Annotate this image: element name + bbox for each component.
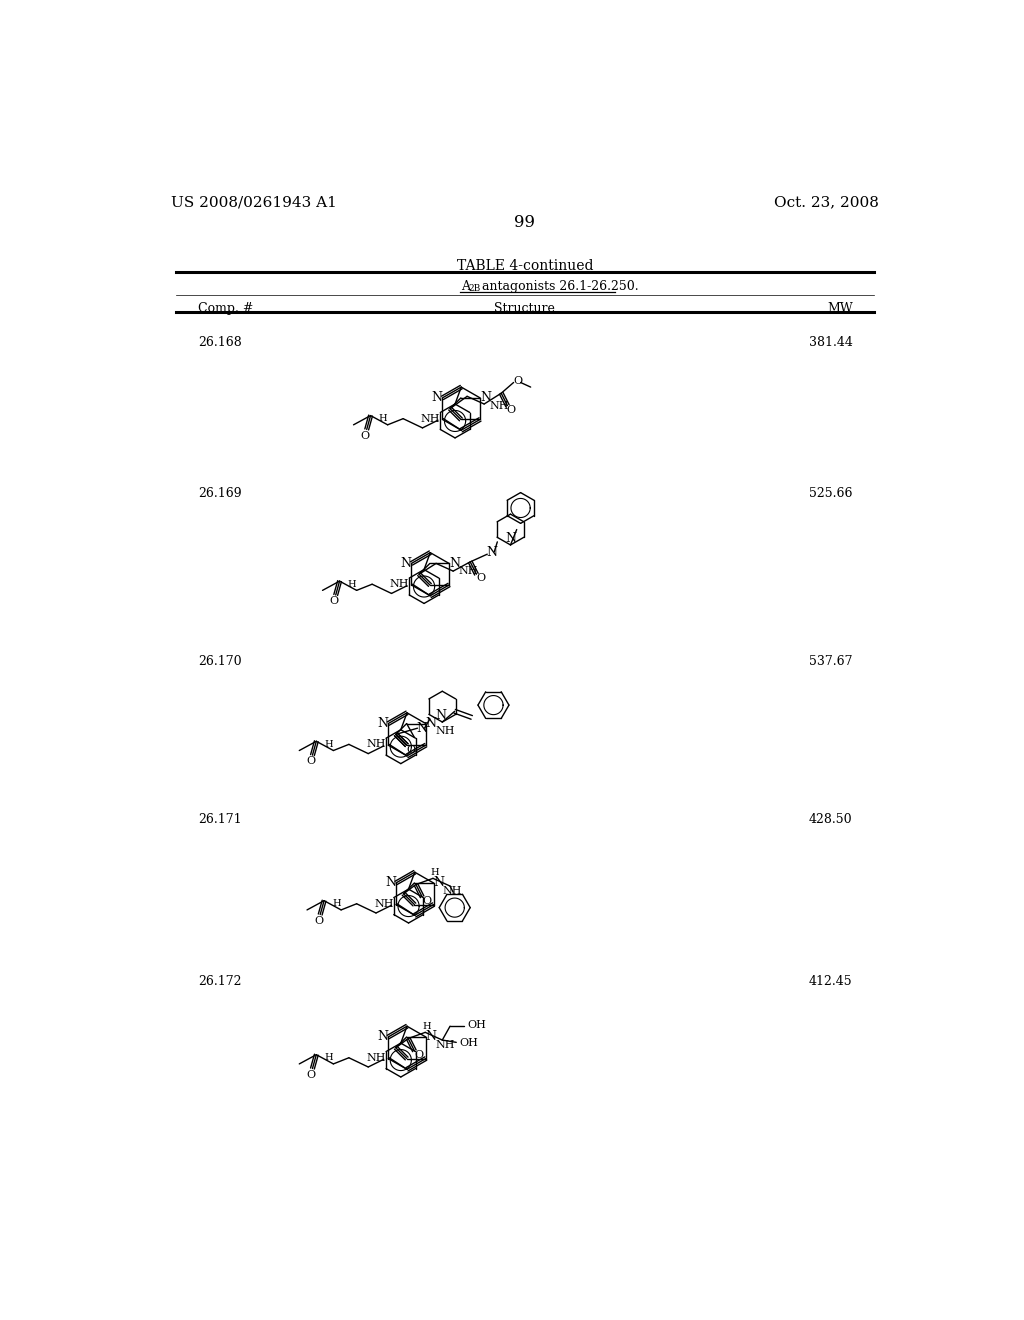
Text: N: N bbox=[377, 717, 388, 730]
Text: H: H bbox=[332, 899, 341, 908]
Text: NH: NH bbox=[459, 566, 478, 576]
Text: 412.45: 412.45 bbox=[809, 974, 853, 987]
Text: H: H bbox=[379, 414, 387, 424]
Text: N: N bbox=[449, 557, 460, 570]
Text: 26.168: 26.168 bbox=[198, 335, 242, 348]
Text: NH: NH bbox=[390, 579, 410, 589]
Text: N: N bbox=[417, 722, 428, 735]
Text: 26.172: 26.172 bbox=[198, 974, 242, 987]
Text: O: O bbox=[360, 430, 370, 441]
Text: H: H bbox=[430, 867, 439, 876]
Text: O: O bbox=[415, 1049, 424, 1060]
Text: N: N bbox=[505, 532, 516, 545]
Text: TABLE 4-continued: TABLE 4-continued bbox=[457, 259, 593, 272]
Text: 537.67: 537.67 bbox=[809, 655, 853, 668]
Text: antagonists 26.1-26.250.: antagonists 26.1-26.250. bbox=[477, 280, 638, 293]
Text: US 2008/0261943 A1: US 2008/0261943 A1 bbox=[171, 195, 337, 210]
Text: N: N bbox=[433, 876, 444, 890]
Text: O: O bbox=[407, 744, 416, 755]
Text: NH: NH bbox=[375, 899, 394, 908]
Text: NH: NH bbox=[442, 886, 463, 896]
Text: 99: 99 bbox=[514, 214, 536, 231]
Text: 26.171: 26.171 bbox=[198, 813, 242, 826]
Text: N: N bbox=[426, 717, 436, 730]
Text: N: N bbox=[426, 1031, 436, 1044]
Text: O: O bbox=[306, 756, 315, 767]
Text: MW: MW bbox=[826, 302, 853, 314]
Text: 2B: 2B bbox=[468, 284, 480, 293]
Text: O: O bbox=[306, 1069, 315, 1080]
Text: Oct. 23, 2008: Oct. 23, 2008 bbox=[774, 195, 879, 210]
Text: 525.66: 525.66 bbox=[809, 487, 853, 500]
Text: 381.44: 381.44 bbox=[809, 335, 853, 348]
Text: A: A bbox=[461, 280, 470, 293]
Text: 428.50: 428.50 bbox=[809, 813, 853, 826]
Text: O: O bbox=[422, 896, 431, 906]
Text: NH: NH bbox=[367, 1053, 386, 1063]
Text: H: H bbox=[325, 741, 333, 748]
Text: O: O bbox=[476, 573, 485, 583]
Text: H: H bbox=[325, 1053, 333, 1063]
Text: O: O bbox=[330, 597, 339, 606]
Text: Comp. #: Comp. # bbox=[198, 302, 253, 314]
Text: NH: NH bbox=[435, 726, 455, 737]
Text: O: O bbox=[514, 376, 523, 385]
Text: N: N bbox=[486, 546, 498, 560]
Text: N: N bbox=[385, 876, 396, 890]
Text: 26.170: 26.170 bbox=[198, 655, 242, 668]
Text: N: N bbox=[435, 709, 446, 722]
Text: O: O bbox=[314, 916, 324, 925]
Text: 26.169: 26.169 bbox=[198, 487, 242, 500]
Text: OH: OH bbox=[467, 1019, 486, 1030]
Text: H: H bbox=[423, 1022, 431, 1031]
Text: NH: NH bbox=[435, 1040, 455, 1049]
Text: OH: OH bbox=[460, 1038, 478, 1048]
Text: H: H bbox=[348, 579, 356, 589]
Text: N: N bbox=[480, 391, 490, 404]
Text: N: N bbox=[431, 391, 442, 404]
Text: O: O bbox=[506, 405, 515, 416]
Text: NH: NH bbox=[421, 413, 440, 424]
Text: Structure: Structure bbox=[495, 302, 555, 314]
Text: N: N bbox=[377, 1031, 388, 1044]
Text: NH: NH bbox=[367, 739, 386, 750]
Text: NH: NH bbox=[489, 400, 509, 411]
Text: N: N bbox=[400, 557, 412, 570]
